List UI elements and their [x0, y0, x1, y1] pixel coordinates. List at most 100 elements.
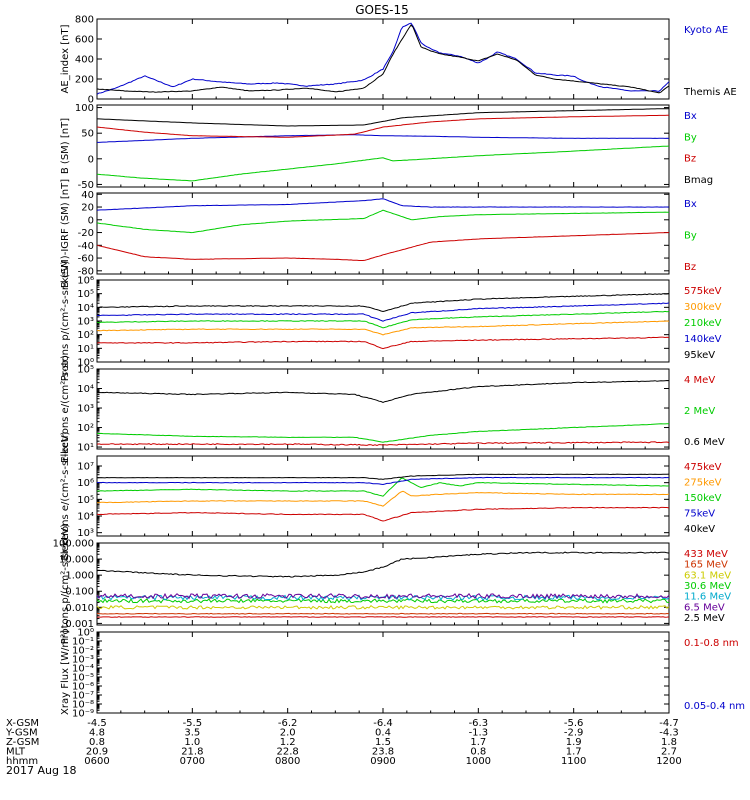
y-tick-label: 10⁻¹: [72, 637, 94, 648]
orbit-value: -4.5: [87, 718, 107, 729]
series-line-bmag: [97, 108, 670, 127]
y-tick-label: 10⁶: [77, 478, 94, 489]
y-tick-label: 20: [81, 203, 94, 214]
legend-label: 30.6 MeV: [684, 581, 731, 592]
orbit-value: 0600: [84, 756, 109, 767]
orbit-value: 1.2: [280, 737, 296, 748]
panel-electrons_hi: 10¹ 10² 10³ 10⁴ 10⁵ Electrons e/(cm²-s-sr) 4 M…: [60, 355, 725, 463]
legend-label: By: [684, 132, 697, 143]
y-tick-label: 800: [75, 15, 94, 26]
orbit-value: 1.9: [566, 737, 582, 748]
y-tick-label: 10⁻⁶: [72, 682, 94, 693]
orbit-row-label: Y-GSM: [5, 728, 38, 739]
orbit-value: 0.4: [375, 728, 391, 739]
orbit-value: 1.5: [375, 737, 391, 748]
y-axis-label: B (SM) [nT]: [60, 118, 71, 174]
panel-bigrf: -80-60 -40 -20 020 40 B (SM)-IGRF (SM) [nT] Bx…: [60, 179, 697, 288]
series-line-30-6-mev: [96, 598, 669, 604]
panel-protons: 10⁰ 10¹ 10² 10³ 10⁴ 10⁵ 10⁶ Protons p/(cm²-s-sr…: [60, 261, 722, 382]
series-line-63-1-mev: [96, 604, 670, 610]
y-tick-label: 0: [88, 215, 94, 226]
legend-label: 40keV: [684, 524, 715, 535]
series-line-2-5-mev: [96, 551, 670, 578]
orbit-value: 0.8: [470, 747, 486, 758]
orbit-value: -4.3: [659, 728, 679, 739]
orbit-value: 1200: [656, 756, 681, 767]
series-line-bz: [96, 114, 670, 138]
y-tick-label: 0.001: [65, 619, 94, 630]
series-line-95kev: [96, 293, 670, 313]
y-tick-label: 400: [75, 55, 94, 66]
y-tick-label: 10¹: [77, 443, 94, 454]
legend-label: 275keV: [684, 478, 722, 489]
legend-label: Bx: [684, 199, 697, 210]
y-tick-label: 10⁻⁷: [72, 691, 94, 702]
series-line-210kev: [96, 310, 670, 329]
series-line-bx: [96, 198, 670, 211]
orbit-value: -5.5: [183, 718, 203, 729]
legend-label: 2 MeV: [684, 406, 715, 417]
y-tick-label: 10⁵: [77, 495, 94, 506]
orbit-row-label: X-GSM: [6, 718, 39, 729]
orbit-value: 0700: [180, 756, 205, 767]
legend-label: Bz: [684, 154, 696, 165]
y-tick-label: 10⁻⁵: [72, 673, 94, 684]
orbit-value: 0.8: [89, 737, 105, 748]
orbit-row-label: Z-GSM: [6, 737, 39, 748]
orbit-value: 3.5: [184, 728, 200, 739]
y-tick-label: 1.000: [65, 571, 94, 582]
legend-label: 75keV: [684, 509, 715, 520]
orbit-value: 1.7: [566, 747, 582, 758]
orbit-value: -2.9: [564, 728, 584, 739]
series-line-4-mev: [96, 441, 670, 447]
orbit-value: 1100: [561, 756, 586, 767]
series-line-2-mev: [96, 423, 670, 443]
y-tick-label: 40: [81, 190, 94, 201]
y-tick-label: 10⁻⁹: [72, 709, 94, 720]
y-tick-label: 10⁰: [77, 358, 94, 369]
series-line-0-6-mev: [96, 379, 670, 404]
legend-label: Bx: [684, 111, 697, 122]
orbit-value: 21.8: [181, 747, 203, 758]
y-tick-label: 100: [75, 103, 94, 114]
y-axis-label: Xray Flux [W/m²]: [60, 630, 71, 715]
orbit-row-label: MLT: [6, 747, 26, 758]
orbit-value: -6.4: [373, 718, 393, 729]
y-axis-label: Protons p/(cm²-s-sr-keV): [60, 261, 71, 382]
legend-label: By: [684, 231, 697, 242]
series-line-75kev: [96, 476, 670, 486]
panel-protons_hi: 0.001 0.010 0.100 1.000 10.000 100.000Protons…: [53, 524, 732, 645]
legend-label: Themis AE: [683, 87, 737, 98]
panel-electrons_lo: 10³ 10⁴ 10⁵ 10⁶ 10⁷ Electrons e/(cm²-s-sr-keV…: [60, 431, 722, 560]
legend-label: 6.5 MeV: [684, 602, 725, 613]
series-line-475kev: [96, 506, 670, 522]
series-line-by: [96, 145, 670, 182]
legend-label: 210keV: [684, 318, 722, 329]
panel-ae: 0 200 400 600 800 AE_index [nT] Kyoto AE Themis…: [60, 15, 737, 106]
y-axis-label: AE_index [nT]: [60, 24, 71, 93]
y-tick-label: 10⁰: [77, 628, 94, 639]
legend-label: Bz: [684, 262, 696, 273]
panel-frame: [96, 104, 670, 188]
y-tick-label: 10⁻⁴: [72, 664, 94, 675]
orbit-value: 0800: [275, 756, 300, 767]
legend-label: 95keV: [684, 350, 715, 361]
series-line-themis-ae: [96, 24, 670, 94]
y-tick-label: -60: [78, 254, 94, 265]
panel-bsm: -50 0 50 100 B (SM) [nT] Bx By Bz Bmag: [60, 103, 713, 191]
orbit-value: 1000: [466, 756, 491, 767]
orbit-value: 23.8: [372, 747, 394, 758]
y-tick-label: 10²: [77, 330, 94, 341]
legend-label: 11.6 MeV: [684, 592, 731, 603]
panel-frame: [96, 542, 670, 626]
orbit-value: 1.0: [184, 737, 200, 748]
orbit-value: 22.8: [277, 747, 299, 758]
y-axis-label: B (SM)-IGRF (SM) [nT]: [60, 179, 71, 288]
panel-frame: [96, 192, 670, 275]
series-line-140kev: [96, 302, 670, 322]
y-tick-label: 10³: [77, 528, 94, 539]
panel-xray: 10⁻⁹10⁻⁸10⁻⁷10⁻⁶10⁻⁵10⁻⁴10⁻³10⁻²10⁻¹10⁰ X…: [60, 628, 745, 720]
legend-label: 433 MeV: [684, 549, 728, 560]
